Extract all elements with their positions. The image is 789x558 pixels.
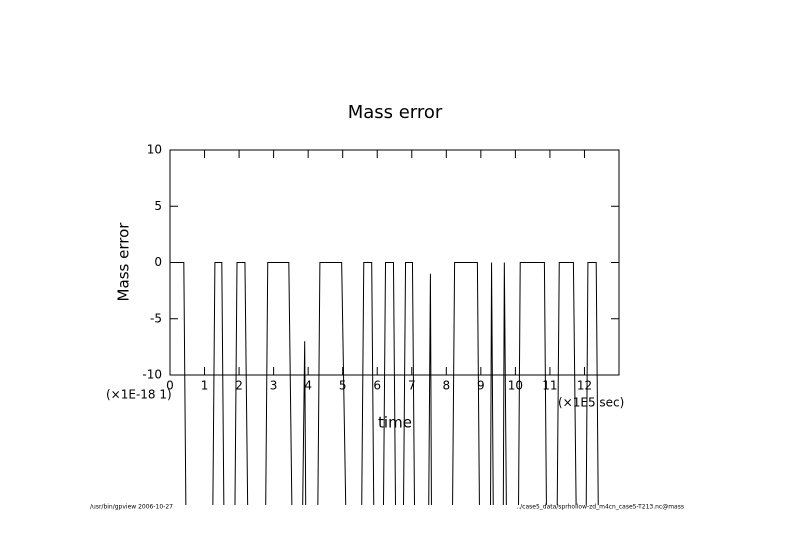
- annotation: (×1E5 sec): [558, 396, 624, 410]
- x-tick-label: 6: [373, 379, 381, 393]
- y-tick-label: 0: [154, 255, 162, 269]
- x-tick-label: 8: [442, 379, 450, 393]
- x-tick-label: 1: [201, 379, 209, 393]
- x-tick-label: 12: [577, 379, 592, 393]
- y-tick-label: 10: [147, 143, 162, 157]
- x-tick-label: 9: [477, 379, 485, 393]
- data-line: [170, 262, 599, 505]
- y-tick-label: 5: [154, 199, 162, 213]
- annotation: (×1E-18 1): [106, 388, 172, 402]
- x-tick-label: 4: [304, 379, 312, 393]
- x-tick-label: 3: [270, 379, 278, 393]
- x-tick-label: 7: [408, 379, 416, 393]
- y-tick-label: -10: [142, 368, 162, 382]
- x-tick-label: 0: [166, 379, 174, 393]
- x-tick-label: 11: [542, 379, 557, 393]
- x-tick-label: 2: [235, 379, 243, 393]
- x-tick-label: 5: [339, 379, 347, 393]
- chart-title: Mass error: [348, 102, 443, 123]
- y-axis-label: Mass error: [115, 222, 133, 302]
- footer: /usr/bin/gpview 2006-10-27: [90, 504, 173, 511]
- x-tick-label: 10: [508, 379, 523, 393]
- footer: ../case5_data/sprhollow-zd_m4cn_case5-T2…: [516, 504, 684, 511]
- y-tick-label: -5: [150, 311, 162, 325]
